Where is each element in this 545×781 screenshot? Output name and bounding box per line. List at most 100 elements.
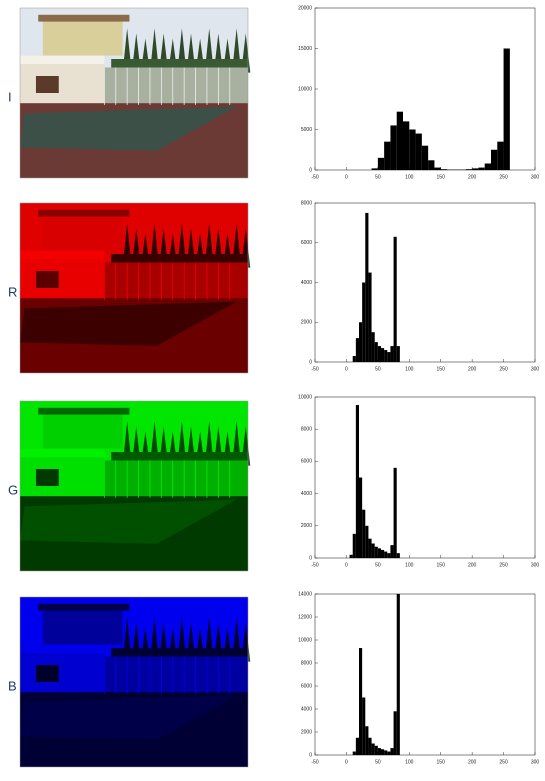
- histogram-bar: [362, 283, 365, 363]
- y-tick-label: 6000: [301, 683, 312, 689]
- x-tick-label: 100: [405, 174, 414, 180]
- histogram-bar: [372, 168, 378, 170]
- x-tick-label: 0: [345, 174, 348, 180]
- y-tick-label: 10000: [298, 86, 312, 92]
- histogram-bar: [365, 213, 368, 362]
- x-tick-label: 150: [437, 562, 446, 568]
- x-tick-label: 250: [499, 366, 508, 372]
- histogram-bar: [397, 553, 400, 558]
- histogram-bar: [375, 342, 378, 362]
- x-tick-label: 200: [468, 366, 477, 372]
- histogram-bar: [384, 750, 387, 755]
- histogram-bar: [353, 752, 356, 755]
- histogram-bar: [422, 146, 428, 170]
- y-tick-label: 0: [309, 167, 312, 173]
- histogram-bar: [390, 748, 393, 755]
- y-tick-label: 12000: [298, 614, 312, 620]
- panel-label: G: [8, 482, 18, 497]
- histogram-bar: [378, 548, 381, 558]
- y-tick-label: 0: [309, 359, 312, 365]
- y-tick-label: 4000: [301, 706, 312, 712]
- histogram-bar: [356, 738, 359, 755]
- doorway: [36, 76, 59, 93]
- x-tick-label: 200: [468, 174, 477, 180]
- x-tick-label: 0: [345, 366, 348, 372]
- plot-frame: [315, 203, 535, 362]
- x-tick-label: 300: [531, 174, 540, 180]
- histogram-bar: [372, 744, 375, 756]
- clubhouse-roof: [20, 56, 104, 65]
- panel-label: I: [8, 89, 12, 104]
- histogram-bar: [390, 545, 393, 558]
- x-tick-label: 150: [437, 366, 446, 372]
- histogram-bar: [359, 648, 362, 755]
- histogram-bar: [409, 130, 415, 171]
- y-tick-label: 14000: [298, 591, 312, 597]
- histogram-bar: [485, 164, 491, 170]
- histogram-bar: [394, 237, 397, 362]
- x-tick-label: 50: [375, 562, 381, 568]
- histogram-bar: [381, 348, 384, 362]
- histogram-bar: [384, 552, 387, 558]
- y-tick-label: 2000: [301, 729, 312, 735]
- panel-label: B: [8, 678, 17, 693]
- histogram-bar: [368, 738, 371, 755]
- histogram-bar: [434, 168, 440, 170]
- histogram-bar: [362, 698, 365, 756]
- photo: [20, 203, 250, 373]
- building: [43, 18, 123, 55]
- histogram-bar: [356, 338, 359, 362]
- y-tick-label: 8000: [301, 660, 312, 666]
- y-tick-label: 20000: [298, 5, 312, 11]
- histogram-bar: [359, 478, 362, 559]
- plot-frame: [315, 397, 535, 558]
- histogram-bar: [365, 726, 368, 755]
- histogram-bar: [378, 748, 381, 755]
- histogram-bar: [466, 169, 472, 170]
- x-tick-label: 0: [345, 562, 348, 568]
- histogram-bar: [387, 553, 390, 558]
- histogram-bar: [390, 125, 396, 170]
- fence: [104, 68, 248, 105]
- histogram-bar: [356, 405, 359, 558]
- y-tick-label: 5000: [301, 127, 312, 133]
- x-tick-label: -50: [311, 174, 318, 180]
- histogram-bar: [375, 547, 378, 558]
- histogram-bar: [397, 346, 400, 362]
- x-tick-label: -50: [311, 562, 318, 568]
- histogram-bar: [353, 356, 356, 362]
- y-tick-label: 8000: [301, 200, 312, 206]
- histogram-bar: [403, 121, 409, 170]
- y-tick-label: 2000: [301, 523, 312, 529]
- x-tick-label: 250: [499, 759, 508, 765]
- y-tick-label: 0: [309, 555, 312, 561]
- histogram-bar: [372, 332, 375, 362]
- x-tick-label: 100: [405, 759, 414, 765]
- y-tick-label: 8000: [301, 427, 312, 433]
- y-tick-label: 4000: [301, 491, 312, 497]
- channel-tint: [20, 401, 248, 571]
- histogram-bar: [497, 142, 503, 170]
- histogram-bar: [441, 169, 447, 170]
- histogram-bar: [504, 49, 510, 171]
- y-tick-label: 15000: [298, 46, 312, 52]
- histogram-bar: [350, 555, 353, 558]
- histogram-bar: [381, 749, 384, 755]
- histogram-bar: [378, 158, 384, 170]
- histogram-bar: [394, 711, 397, 755]
- histogram-bar: [491, 150, 497, 170]
- channel-tint: [20, 597, 248, 767]
- histogram-bar: [478, 168, 484, 170]
- histogram-bar: [428, 160, 434, 170]
- x-tick-label: 150: [437, 759, 446, 765]
- photo: [20, 8, 250, 178]
- photo: [20, 401, 250, 571]
- photo: [20, 597, 250, 767]
- histogram-bar: [397, 594, 400, 755]
- x-tick-label: 150: [437, 174, 446, 180]
- histogram-bar: [353, 534, 356, 558]
- x-tick-label: 200: [468, 562, 477, 568]
- x-tick-label: 300: [531, 366, 540, 372]
- x-tick-label: 250: [499, 174, 508, 180]
